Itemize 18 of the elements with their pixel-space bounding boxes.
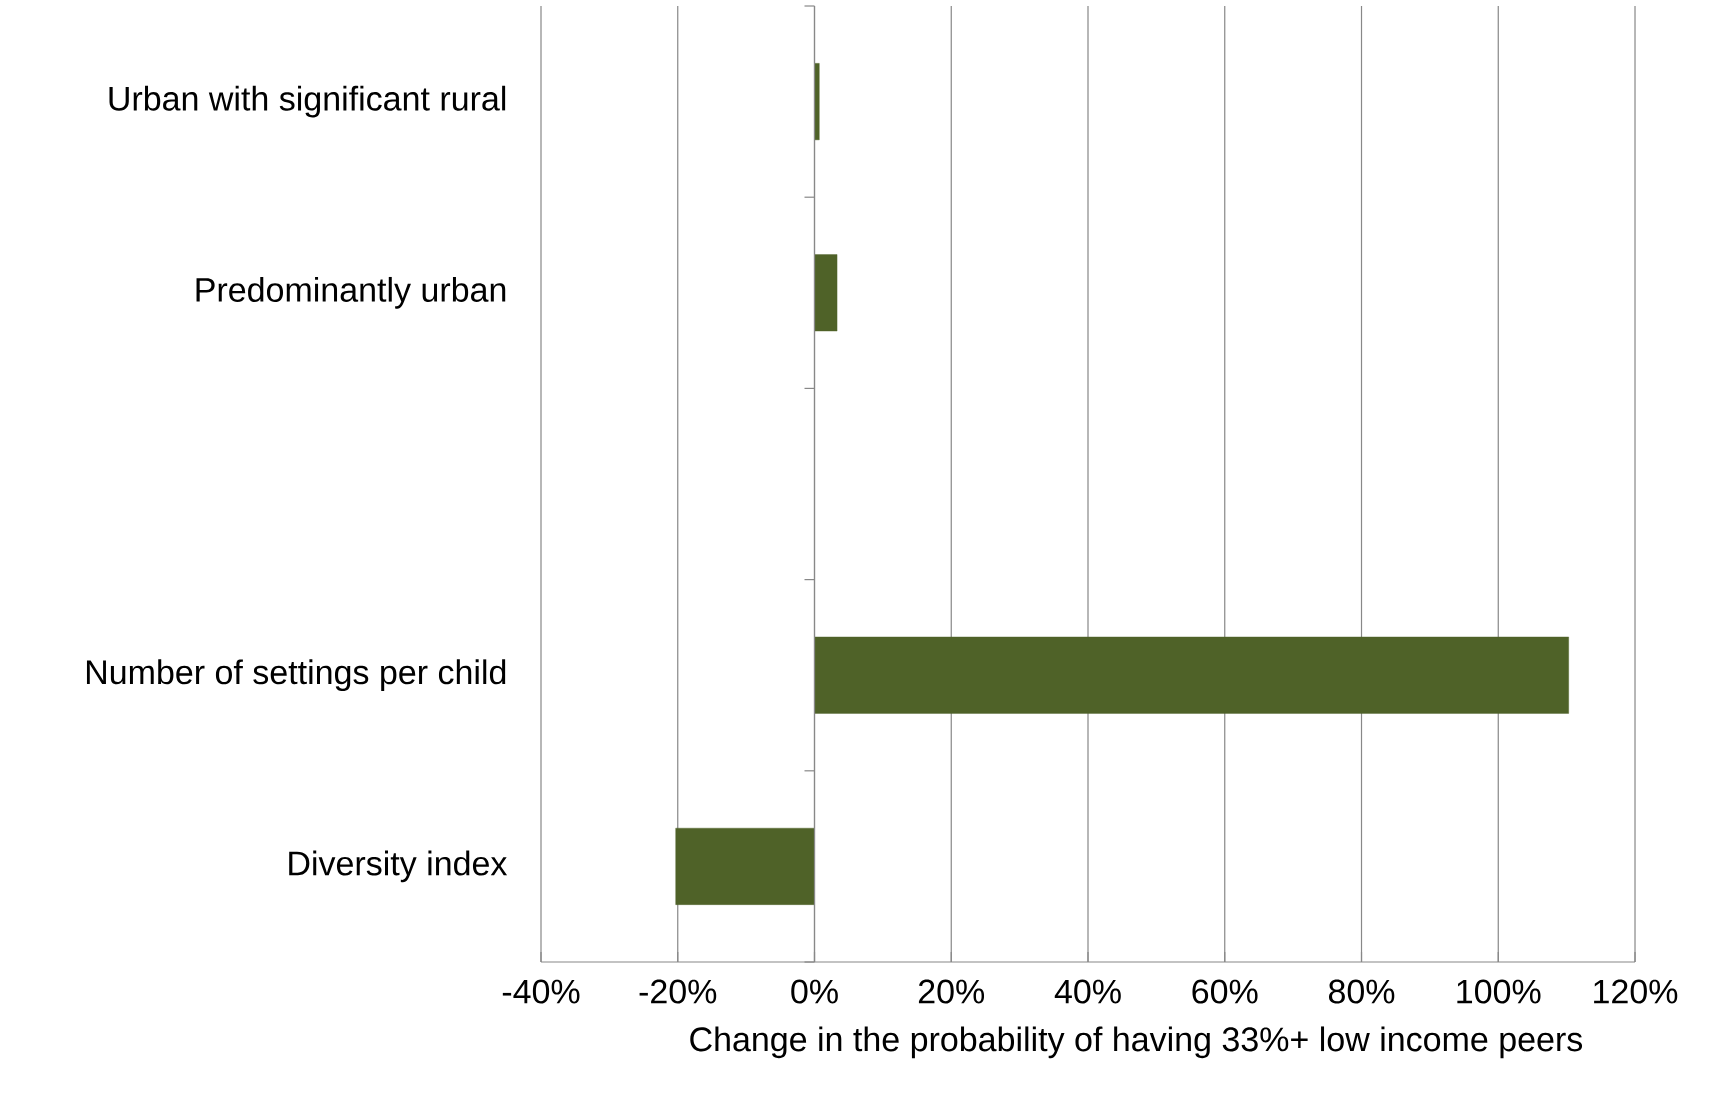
- x-tick-label: 20%: [918, 979, 985, 1004]
- x-tick-label: -20%: [639, 979, 717, 1004]
- bar: [814, 63, 820, 141]
- x-tick-label: 40%: [1054, 979, 1121, 1004]
- y-tick-label: Urban with significant rural: [109, 85, 506, 118]
- x-tick-label: 80%: [1328, 979, 1395, 1004]
- x-tick-label: 60%: [1192, 979, 1258, 1004]
- x-tick-label: -40%: [502, 979, 580, 1004]
- bar: [814, 254, 838, 332]
- bar: [675, 827, 815, 905]
- x-tick-label: 100%: [1457, 979, 1541, 1004]
- y-tick-label: Number of settings per child: [86, 659, 506, 692]
- y-tick-label: Predominantly urban: [196, 276, 506, 309]
- y-tick-label: Diversity index: [289, 850, 508, 883]
- x-tick-label: 120%: [1594, 979, 1678, 1004]
- bar: [814, 636, 1569, 714]
- x-tick-label: 0%: [791, 979, 838, 1004]
- x-axis-title: Change in the probability of having 33%+ low income peers: [690, 1026, 1583, 1059]
